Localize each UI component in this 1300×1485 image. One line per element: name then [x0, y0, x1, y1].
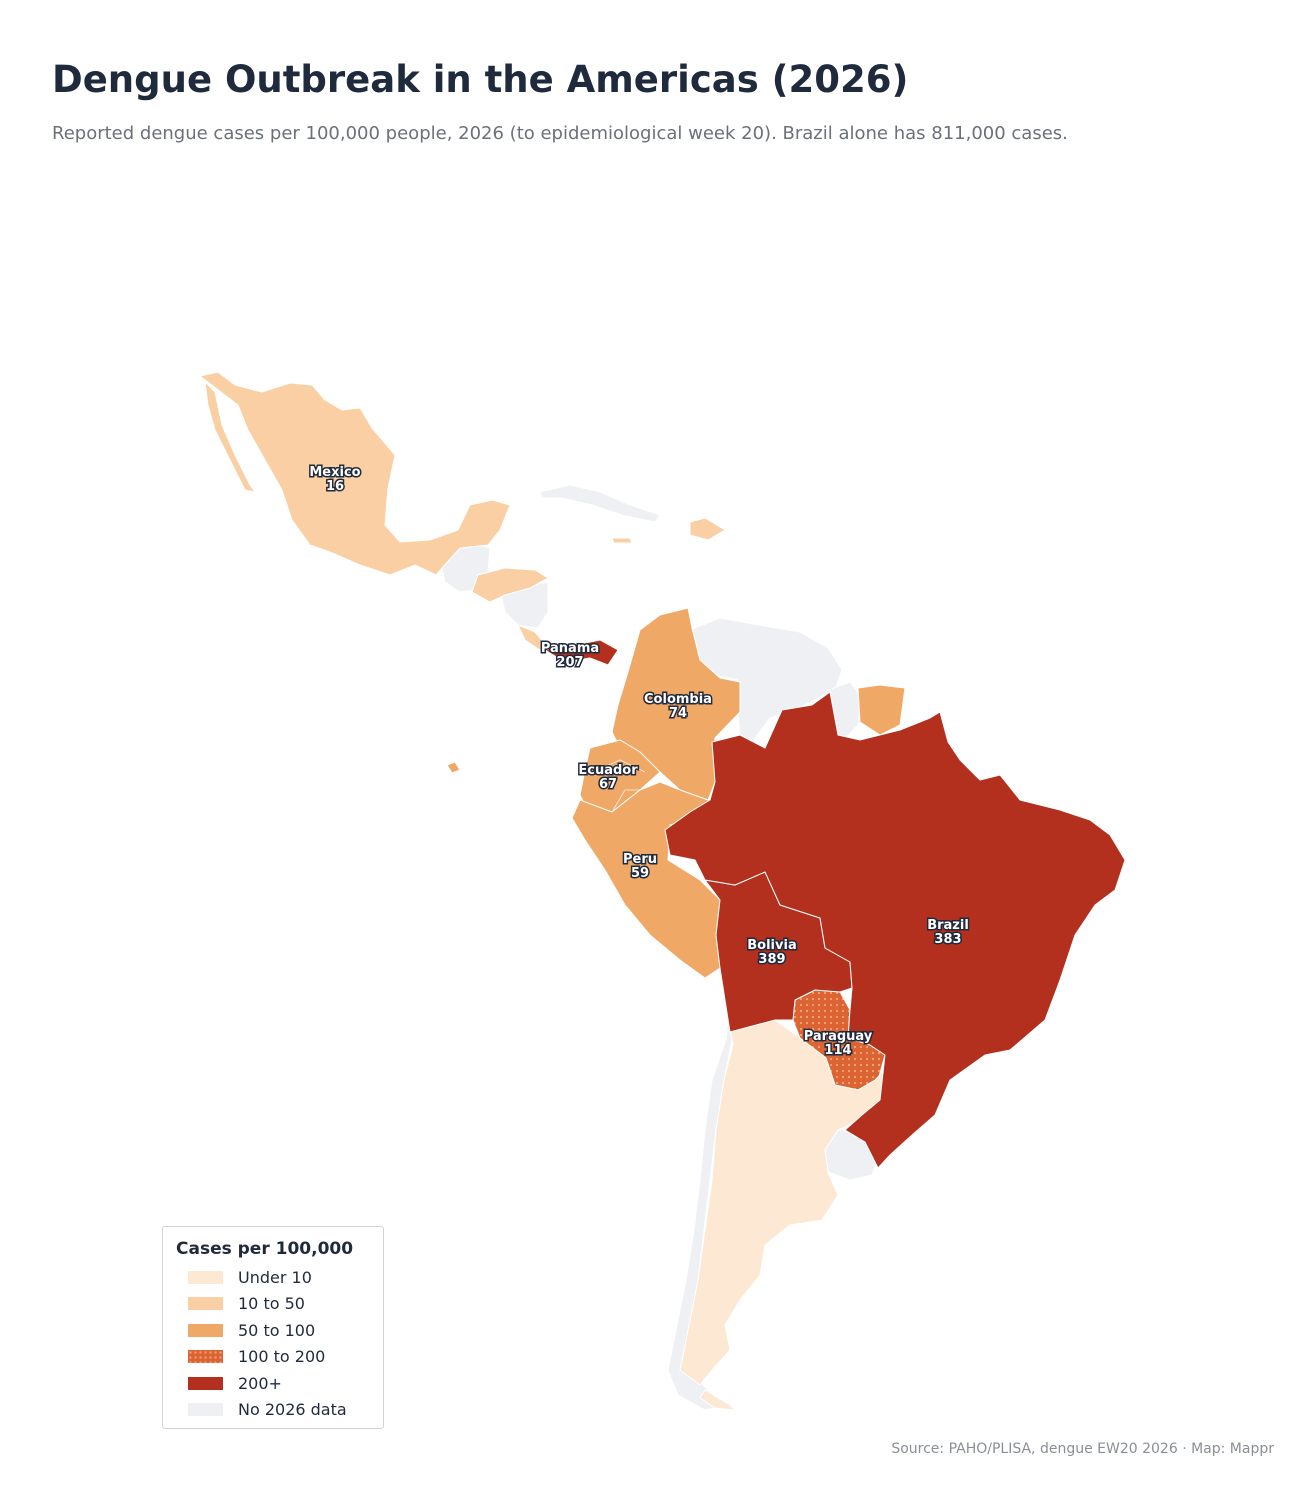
legend-label: 10 to 50	[238, 1294, 305, 1314]
legend-item: No 2026 data	[176, 1397, 369, 1424]
country-label-mexico: Mexico	[309, 465, 360, 480]
legend-item: 100 to 200	[176, 1344, 369, 1371]
legend-swatch	[188, 1270, 223, 1284]
country-mexico[interactable]	[199, 371, 511, 576]
country-label-ecuador: Ecuador	[578, 763, 638, 778]
legend-label: Under 10	[238, 1267, 312, 1287]
country-dominican-republic[interactable]	[689, 517, 726, 541]
country-value-ecuador: 67	[599, 777, 617, 792]
country-jamaica[interactable]	[611, 537, 633, 544]
page-title: Dengue Outbreak in the Americas (2026)	[52, 58, 909, 101]
tierra-del-fuego[interactable]	[699, 1389, 736, 1411]
country-label-bolivia: Bolivia	[747, 938, 796, 953]
country-costa-rica[interactable]	[517, 624, 549, 651]
country-value-brazil: 383	[934, 932, 961, 947]
country-value-panama: 207	[556, 655, 583, 670]
legend-swatch	[188, 1350, 223, 1364]
country-label-colombia: Colombia	[644, 692, 712, 707]
legend-swatch	[188, 1403, 223, 1417]
country-cuba[interactable]	[539, 484, 661, 523]
country-honduras[interactable]	[471, 567, 549, 603]
legend-item: 200+	[176, 1370, 369, 1397]
galapagos[interactable]	[446, 761, 461, 774]
baja-california[interactable]	[204, 381, 256, 493]
legend-label: 100 to 200	[238, 1347, 326, 1367]
country-label-peru: Peru	[623, 852, 657, 867]
country-value-colombia: 74	[669, 706, 687, 721]
country-value-paraguay: 114	[824, 1043, 851, 1058]
page-subtitle: Reported dengue cases per 100,000 people…	[52, 123, 1068, 144]
source-note: Source: PAHO/PLISA, dengue EW20 2026 · M…	[891, 1441, 1274, 1457]
country-label-paraguay: Paraguay	[804, 1029, 873, 1044]
legend-item: Under 10	[176, 1264, 369, 1291]
country-label-panama: Panama	[541, 641, 599, 656]
legend-label: No 2026 data	[238, 1400, 347, 1420]
legend-swatch	[188, 1376, 223, 1390]
country-value-bolivia: 389	[758, 952, 785, 967]
country-argentina[interactable]	[679, 1019, 886, 1386]
country-label-brazil: Brazil	[927, 918, 969, 933]
country-value-mexico: 16	[326, 479, 344, 494]
legend-items: Under 10 10 to 50 50 to 100 100 to 200 2…	[176, 1264, 369, 1423]
country-panama[interactable]	[544, 639, 619, 666]
country-suriname[interactable]	[857, 684, 906, 736]
legend-swatch	[188, 1297, 223, 1311]
legend-item: 50 to 100	[176, 1317, 369, 1344]
legend-title: Cases per 100,000	[176, 1239, 354, 1259]
map-legend: Cases per 100,000 Under 10 10 to 50 50 t…	[162, 1226, 384, 1429]
country-brazil[interactable]	[664, 691, 1126, 1169]
legend-item: 10 to 50	[176, 1291, 369, 1318]
country-value-peru: 59	[631, 866, 649, 881]
legend-swatch	[188, 1323, 223, 1337]
legend-label: 50 to 100	[238, 1320, 316, 1340]
legend-label: 200+	[238, 1373, 282, 1393]
